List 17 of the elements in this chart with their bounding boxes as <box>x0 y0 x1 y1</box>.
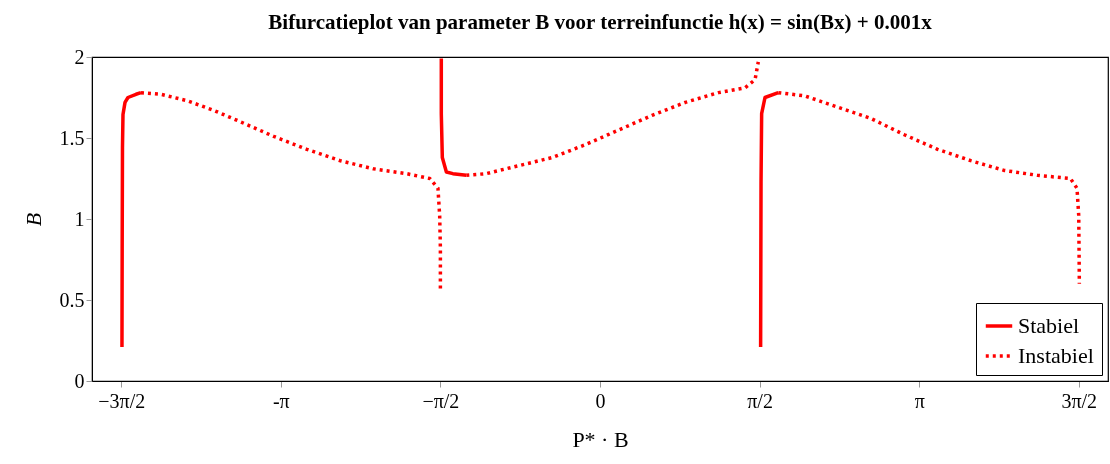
x-tick-label: −3π/2 <box>98 389 146 412</box>
x-axis-title: P* · B <box>572 426 629 452</box>
y-axis-title: B <box>20 212 46 227</box>
legend-label: Stabiel <box>1018 313 1080 338</box>
chart-title: Bifurcatieplot van parameter B voor terreinfunctie h(x) = sin(Bx) + 0.001x <box>268 10 933 34</box>
y-tick-label: 1 <box>74 207 85 230</box>
x-tick-label: −π/2 <box>422 389 460 412</box>
x-tick-label: π <box>914 389 925 412</box>
y-tick-label: 0 <box>74 369 85 392</box>
y-tick-label: 1.5 <box>59 126 85 149</box>
x-tick-label: π/2 <box>747 389 773 412</box>
x-tick-label: -π <box>272 389 290 412</box>
x-tick-label: 3π/2 <box>1061 389 1098 412</box>
legend-label: Instabiel <box>1018 343 1094 368</box>
y-tick-label: 2 <box>74 45 85 68</box>
y-tick-label: 0.5 <box>59 288 85 311</box>
x-tick-label: 0 <box>595 389 606 412</box>
